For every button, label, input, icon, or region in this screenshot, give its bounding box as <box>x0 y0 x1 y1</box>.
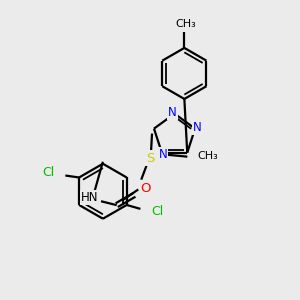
Text: N: N <box>193 121 201 134</box>
Text: N: N <box>168 106 177 119</box>
Text: CH₃: CH₃ <box>197 151 218 161</box>
Text: CH₃: CH₃ <box>175 20 196 29</box>
Text: N: N <box>158 148 167 161</box>
Text: O: O <box>140 182 150 195</box>
Text: S: S <box>146 152 154 164</box>
Text: Cl: Cl <box>42 166 55 179</box>
Text: HN: HN <box>80 191 98 204</box>
Text: Cl: Cl <box>151 205 164 218</box>
